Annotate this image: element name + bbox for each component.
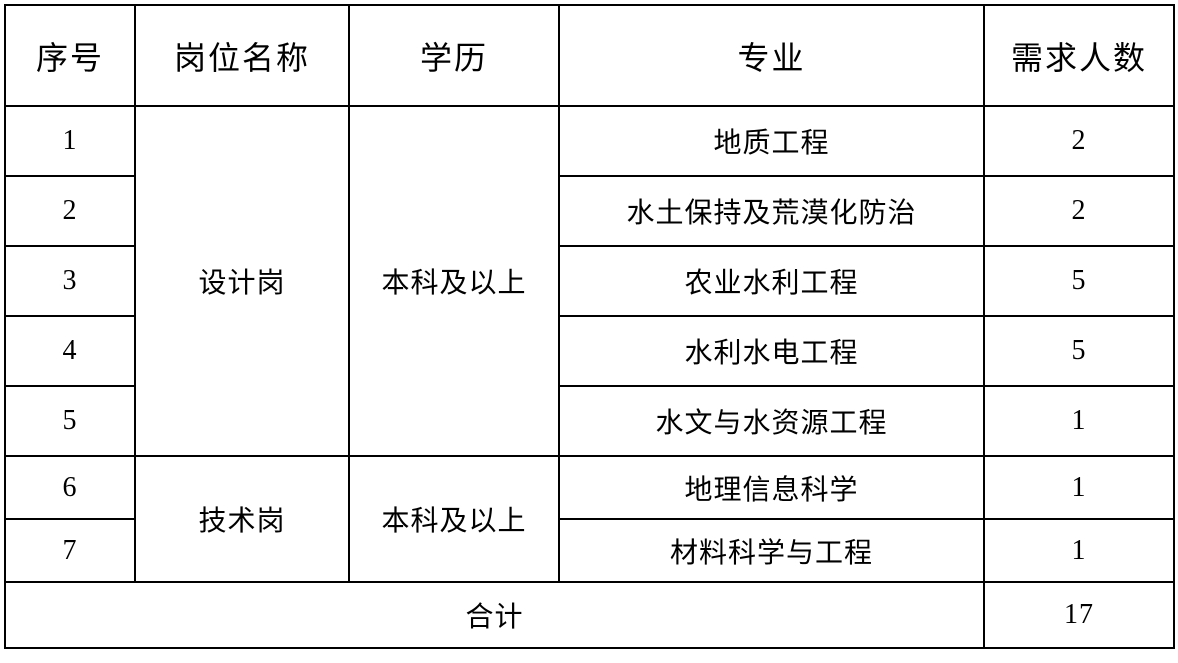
- cell-seq: 4: [4, 315, 136, 387]
- cell-headcount: 1: [983, 385, 1175, 457]
- cell-education-design-group: 本科及以上: [348, 105, 560, 457]
- cell-major: 水土保持及荒漠化防治: [558, 175, 985, 247]
- table-row: 6 技术岗 本科及以上 地理信息科学 1: [4, 455, 1175, 583]
- cell-position-tech-group: 技术岗: [134, 455, 350, 583]
- cell-seq: 2: [4, 175, 136, 247]
- recruitment-positions-table: 序号 岗位名称 学历 专业 需求人数 1 设计岗 本科及以上 地质工程 2 2 …: [4, 4, 1175, 649]
- table-total-row: 合计 17: [4, 581, 1175, 649]
- table-row: 3 农业水利工程 5: [4, 245, 1175, 317]
- cell-seq: 3: [4, 245, 136, 317]
- cell-headcount: 2: [983, 105, 1175, 177]
- cell-major: 水利水电工程: [558, 315, 985, 387]
- cell-major: 材料科学与工程: [558, 518, 985, 583]
- cell-major: 地理信息科学: [558, 455, 985, 520]
- cell-major: 水文与水资源工程: [558, 385, 985, 457]
- cell-headcount: 1: [983, 455, 1175, 520]
- table-row: 5 水文与水资源工程 1: [4, 385, 1175, 457]
- cell-major: 农业水利工程: [558, 245, 985, 317]
- cell-seq: 1: [4, 105, 136, 177]
- total-label-cell: 合计: [4, 581, 985, 649]
- cell-headcount: 5: [983, 245, 1175, 317]
- header-cell-position: 岗位名称: [134, 4, 350, 107]
- table-header-row: 序号 岗位名称 学历 专业 需求人数: [4, 4, 1175, 107]
- total-value-cell: 17: [983, 581, 1175, 649]
- header-cell-major: 专业: [558, 4, 985, 107]
- cell-seq: 7: [4, 518, 136, 583]
- cell-seq: 6: [4, 455, 136, 520]
- cell-headcount: 5: [983, 315, 1175, 387]
- table-row: 2 水土保持及荒漠化防治 2: [4, 175, 1175, 247]
- header-cell-seq: 序号: [4, 4, 136, 107]
- cell-headcount: 1: [983, 518, 1175, 583]
- header-cell-education: 学历: [348, 4, 560, 107]
- cell-headcount: 2: [983, 175, 1175, 247]
- table-row: 7 材料科学与工程 1: [4, 518, 1175, 583]
- table-row: 4 水利水电工程 5: [4, 315, 1175, 387]
- cell-position-design-group: 设计岗: [134, 105, 350, 457]
- table-row: 1 设计岗 本科及以上 地质工程 2: [4, 105, 1175, 457]
- cell-education-tech-group: 本科及以上: [348, 455, 560, 583]
- cell-major: 地质工程: [558, 105, 985, 177]
- header-cell-headcount: 需求人数: [983, 4, 1175, 107]
- cell-seq: 5: [4, 385, 136, 457]
